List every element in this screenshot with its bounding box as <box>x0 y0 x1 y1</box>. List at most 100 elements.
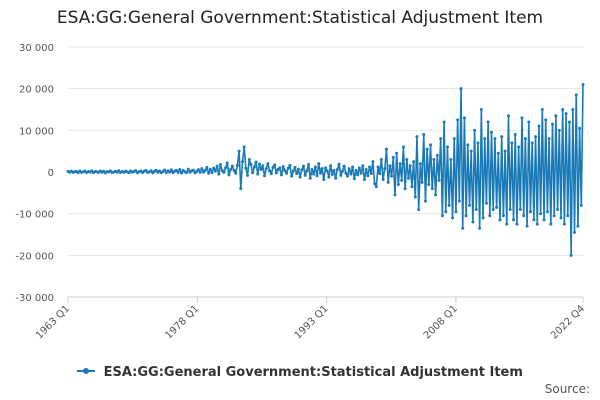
data-point[interactable] <box>561 108 565 111</box>
data-point[interactable] <box>351 165 355 169</box>
data-point[interactable] <box>512 218 516 222</box>
data-point[interactable] <box>134 169 138 173</box>
data-point[interactable] <box>324 166 327 170</box>
data-point[interactable] <box>391 155 395 159</box>
data-point[interactable] <box>413 195 417 199</box>
data-point[interactable] <box>437 178 441 182</box>
data-point[interactable] <box>544 118 548 122</box>
data-point[interactable] <box>281 165 285 169</box>
data-point[interactable] <box>274 171 278 175</box>
data-point[interactable] <box>271 165 275 169</box>
data-point[interactable] <box>383 167 387 171</box>
data-point[interactable] <box>307 163 311 166</box>
data-point[interactable] <box>454 210 458 214</box>
data-point[interactable] <box>527 120 531 124</box>
data-point[interactable] <box>569 253 573 257</box>
data-point[interactable] <box>562 222 566 226</box>
data-point[interactable] <box>286 166 290 170</box>
data-point[interactable] <box>212 166 216 170</box>
data-point[interactable] <box>225 161 229 165</box>
data-point[interactable] <box>517 145 521 149</box>
data-point[interactable] <box>501 214 505 218</box>
data-point[interactable] <box>354 168 358 172</box>
data-point[interactable] <box>488 214 492 218</box>
data-point[interactable] <box>484 201 488 205</box>
data-point[interactable] <box>322 178 326 181</box>
data-point[interactable] <box>305 169 309 173</box>
data-point[interactable] <box>203 168 207 172</box>
data-point[interactable] <box>474 208 478 211</box>
data-point[interactable] <box>178 168 182 171</box>
data-point[interactable] <box>261 164 265 168</box>
data-point[interactable] <box>408 164 412 168</box>
data-point[interactable] <box>301 164 305 168</box>
data-point[interactable] <box>427 183 431 186</box>
data-point[interactable] <box>257 162 261 166</box>
data-point[interactable] <box>520 116 524 120</box>
data-point[interactable] <box>490 130 494 134</box>
data-point[interactable] <box>210 171 214 175</box>
data-point[interactable] <box>469 149 473 153</box>
data-point[interactable] <box>415 135 419 139</box>
data-point[interactable] <box>290 174 294 178</box>
data-point[interactable] <box>312 172 316 176</box>
data-point[interactable] <box>510 141 514 145</box>
data-point[interactable] <box>318 171 322 175</box>
data-point[interactable] <box>451 216 455 220</box>
data-point[interactable] <box>317 162 321 166</box>
data-point[interactable] <box>252 165 256 169</box>
data-point[interactable] <box>308 176 312 180</box>
data-point[interactable] <box>430 187 434 191</box>
data-point[interactable] <box>564 112 568 116</box>
data-point[interactable] <box>334 176 338 180</box>
data-point[interactable] <box>227 173 231 177</box>
data-point[interactable] <box>293 165 297 169</box>
data-point[interactable] <box>191 168 195 172</box>
data-point[interactable] <box>242 145 246 149</box>
data-point[interactable] <box>581 83 585 86</box>
data-point[interactable] <box>163 168 167 172</box>
data-point[interactable] <box>418 162 422 166</box>
data-point[interactable] <box>218 163 222 166</box>
data-point[interactable] <box>522 214 526 218</box>
data-point[interactable] <box>332 168 336 172</box>
data-point[interactable] <box>498 218 502 222</box>
data-point[interactable] <box>373 182 377 186</box>
data-point[interactable] <box>269 172 273 176</box>
data-point[interactable] <box>479 108 483 111</box>
data-point[interactable] <box>291 169 295 173</box>
data-point[interactable] <box>506 114 510 118</box>
data-point[interactable] <box>464 214 468 218</box>
data-point[interactable] <box>346 174 350 178</box>
data-point[interactable] <box>534 135 538 139</box>
data-point[interactable] <box>329 164 333 168</box>
data-point[interactable] <box>232 168 236 172</box>
data-point[interactable] <box>439 137 443 141</box>
data-point[interactable] <box>559 216 563 220</box>
data-point[interactable] <box>263 174 267 178</box>
data-point[interactable] <box>384 147 388 151</box>
data-point[interactable] <box>371 160 375 164</box>
data-point[interactable] <box>405 158 409 161</box>
data-point[interactable] <box>364 168 368 171</box>
data-point[interactable] <box>205 165 209 169</box>
data-point[interactable] <box>340 169 344 173</box>
data-point[interactable] <box>388 164 392 168</box>
data-point[interactable] <box>335 168 339 171</box>
data-point[interactable] <box>445 145 449 149</box>
data-point[interactable] <box>578 126 582 130</box>
data-point[interactable] <box>224 166 228 170</box>
data-point[interactable] <box>359 171 363 175</box>
data-point[interactable] <box>425 147 429 151</box>
data-point[interactable] <box>574 93 578 97</box>
data-point[interactable] <box>229 168 233 171</box>
data-point[interactable] <box>239 187 243 191</box>
data-point[interactable] <box>400 178 404 182</box>
data-point[interactable] <box>530 141 534 145</box>
data-point[interactable] <box>429 143 433 147</box>
data-point[interactable] <box>374 185 378 189</box>
data-point[interactable] <box>208 167 212 171</box>
data-point[interactable] <box>168 170 172 174</box>
data-point[interactable] <box>417 208 421 211</box>
data-point[interactable] <box>386 180 390 184</box>
